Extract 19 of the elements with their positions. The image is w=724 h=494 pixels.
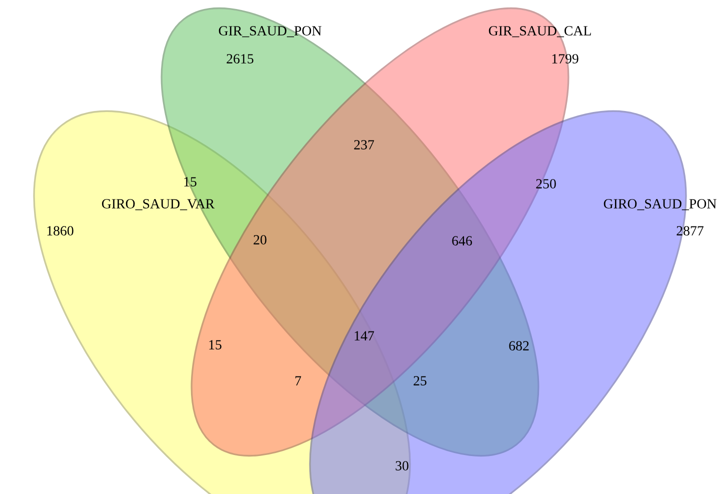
text: 237 [354,140,374,150]
text: 147 [354,331,374,340]
text: 30 [396,461,408,470]
category-label: GIR_SAUD_PON [218,26,322,38]
text: 682 [509,341,529,350]
category-label: GIRO_SAUD_PON [604,199,716,210]
text: 20 [254,235,266,244]
text: 25 [414,376,426,386]
category-label: GIR_SAUD_CAL [488,26,591,38]
data-label: 2877 [676,226,704,236]
text: 15 [184,177,196,186]
data-label: 2615 [226,54,254,64]
text: 646 [452,236,472,246]
text: 15 [209,340,222,350]
text: 250 [536,179,556,188]
data-label: 1860 [47,226,74,236]
text: 7 [295,376,302,386]
data-label: 1799 [552,54,578,64]
category-label: GIRO_SAUD_VAR [102,199,215,210]
